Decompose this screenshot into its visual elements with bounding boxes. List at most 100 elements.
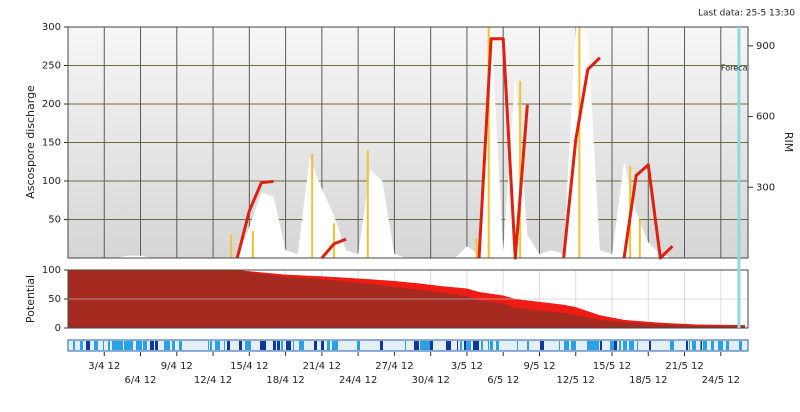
weather-segment: [629, 341, 633, 350]
weather-segment: [260, 341, 265, 350]
weather-segment: [700, 341, 701, 350]
y2-tick-label: 900: [756, 41, 775, 52]
weather-segment: [711, 341, 714, 350]
weather-segment: [215, 341, 220, 350]
y-axis-label: Ascospore discharge: [24, 85, 37, 199]
weather-segment: [117, 341, 123, 350]
x-tick-label: 21/4 12: [303, 361, 341, 372]
x-tick-label: 24/4 12: [339, 375, 377, 386]
weather-segment: [633, 341, 634, 350]
x-tick-label: 12/5 12: [557, 375, 595, 386]
weather-segment: [322, 341, 324, 350]
weather-segment: [405, 341, 406, 350]
weather-segment: [593, 341, 599, 350]
weather-segment: [623, 341, 627, 350]
weather-segment: [496, 341, 499, 350]
rim-line: [235, 37, 674, 260]
x-tick-label: 12/4 12: [194, 375, 232, 386]
weather-segment: [164, 341, 170, 350]
weather-strip: [67, 339, 749, 352]
weather-segment: [277, 341, 280, 350]
y-axis-label: Potential: [24, 275, 37, 323]
weather-segment: [265, 341, 266, 350]
weather-segment: [327, 341, 330, 350]
weather-segment: [540, 341, 544, 350]
weather-segment: [332, 341, 338, 350]
y-tick-label: 100: [42, 176, 61, 187]
weather-segment: [108, 341, 110, 350]
plot-frame: [67, 26, 749, 259]
y2-tick-label: 600: [756, 112, 775, 123]
weather-segment: [726, 341, 729, 350]
weather-segment: [286, 341, 287, 350]
weather-segment: [86, 341, 90, 350]
weather-segment: [600, 341, 602, 350]
x-tick-label: 15/4 12: [230, 361, 268, 372]
x-tick-label: 27/4 12: [375, 361, 413, 372]
y-tick-label: 50: [48, 215, 61, 226]
weather-segment: [80, 341, 83, 350]
y-tick-label: 0: [55, 323, 61, 334]
weather-segment: [571, 341, 575, 350]
y-tick-label: 300: [42, 22, 61, 33]
plot-frame: [67, 269, 749, 329]
y-tick-label: 150: [42, 138, 61, 149]
y2-tick-label: 300: [756, 182, 775, 193]
weather-segment: [559, 341, 560, 350]
weather-segment: [527, 341, 529, 350]
weather-segment: [466, 341, 471, 350]
weather-segment: [293, 341, 294, 350]
weather-segment: [490, 341, 493, 350]
x-tick-label: 6/5 12: [487, 375, 519, 386]
x-tick-label: 24/5 12: [702, 375, 740, 386]
weather-segment: [670, 341, 674, 350]
weather-segment: [321, 341, 322, 350]
weather-segment: [155, 341, 158, 350]
y-tick-label: 50: [48, 294, 61, 305]
weather-segment: [564, 341, 569, 350]
weather-segment: [464, 341, 466, 350]
weather-segment: [281, 341, 283, 350]
weather-segment: [649, 341, 651, 350]
x-tick-label: 15/5 12: [593, 361, 631, 372]
weather-segment: [517, 341, 518, 350]
weather-segment: [619, 341, 621, 350]
weather-segment: [430, 341, 433, 350]
x-tick-label: 9/5 12: [523, 361, 555, 372]
annotation: Last data: 25-5 13:30: [698, 9, 795, 19]
discharge-area: [68, 27, 745, 258]
y2-axis-label: RIM: [782, 132, 795, 152]
weather-segment: [172, 341, 175, 350]
weather-segment: [689, 341, 690, 350]
weather-segment: [704, 341, 707, 350]
weather-segment: [424, 341, 430, 350]
weather-segment: [457, 341, 458, 350]
weather-segment: [614, 341, 617, 350]
weather-segment: [287, 341, 291, 350]
weather-segment: [179, 341, 182, 350]
weather-segment: [575, 341, 576, 350]
weather-segment: [103, 341, 104, 350]
weather-segment: [112, 341, 117, 350]
weather-segment: [143, 341, 147, 350]
weather-segment: [610, 341, 614, 350]
x-tick-label: 21/5 12: [665, 361, 703, 372]
weather-segment: [414, 341, 419, 350]
weather-segment: [460, 341, 462, 350]
weather-segment: [227, 341, 230, 350]
weather-segment: [587, 341, 593, 350]
weather-segment: [224, 341, 225, 350]
x-tick-label: 9/4 12: [161, 361, 193, 372]
x-tick-label: 6/4 12: [125, 375, 157, 386]
y-tick-label: 100: [42, 265, 61, 276]
weather-segment: [692, 341, 696, 350]
weather-segment: [446, 341, 451, 350]
weather-segment: [94, 341, 98, 350]
x-tick-label: 30/4 12: [411, 375, 449, 386]
y-tick-label: 250: [42, 61, 61, 72]
weather-segment: [739, 341, 742, 350]
x-tick-label: 18/5 12: [629, 375, 667, 386]
weather-segment: [380, 341, 383, 350]
weather-segment: [420, 341, 424, 350]
weather-segment: [314, 341, 317, 350]
